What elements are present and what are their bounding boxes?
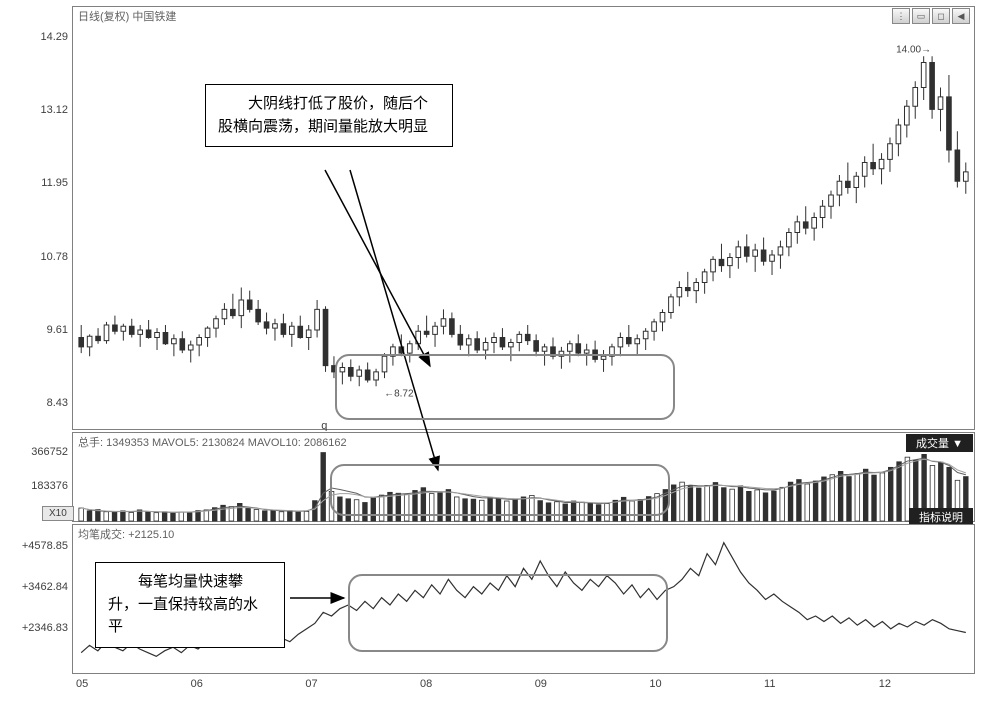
price-y-tick: 13.12	[22, 104, 68, 116]
x-tick: 11	[764, 678, 775, 690]
x-tick: 07	[305, 678, 317, 690]
highlight-volume	[330, 464, 670, 516]
toolbar-btn-2[interactable]: ▭	[912, 8, 930, 24]
x-tick: 08	[420, 678, 432, 690]
price-y-tick: 9.61	[22, 324, 68, 336]
x-tick: 12	[879, 678, 891, 690]
chart-root: ←8.7214.00→q 日线(复权) 中国铁建 ⋮ ▭ ◻ ◀ 总手: 134…	[0, 0, 983, 706]
volume-y-tick: 183376	[20, 480, 68, 492]
x-tick: 10	[649, 678, 661, 690]
svg-text:q: q	[321, 420, 327, 431]
price-y-tick: 10.78	[22, 251, 68, 263]
price-y-tick: 8.43	[22, 397, 68, 409]
price-y-tick: 11.95	[22, 177, 68, 189]
avg-header: 均笔成交: +2125.10	[78, 526, 174, 542]
annotation-2-text: 每笔均量快速攀升，一直保持较高的水平	[108, 573, 258, 635]
volume-header: 总手: 1349353 MAVOL5: 2130824 MAVOL10: 208…	[78, 434, 347, 450]
annotation-1: 大阴线打低了股价，随后个股横向震荡，期间量能放大明显	[205, 84, 453, 147]
toolbar-btn-4[interactable]: ◀	[952, 8, 970, 24]
avg-y-tick: +4578.85	[16, 540, 68, 552]
price-y-tick: 14.29	[22, 31, 68, 43]
svg-text:14.00→: 14.00→	[896, 44, 931, 55]
x-tick: 05	[76, 678, 88, 690]
annotation-2: 每笔均量快速攀升，一直保持较高的水平	[95, 562, 285, 648]
volume-label-badge[interactable]: 成交量 ▼	[906, 434, 973, 452]
toolbar: ⋮ ▭ ◻ ◀	[892, 8, 970, 24]
avg-y-tick: +2346.83	[16, 622, 68, 634]
x-tick: 09	[535, 678, 547, 690]
toolbar-btn-1[interactable]: ⋮	[892, 8, 910, 24]
price-title: 日线(复权) 中国铁建	[78, 8, 176, 24]
annotation-1-text: 大阴线打低了股价，随后个股横向震荡，期间量能放大明显	[218, 95, 428, 135]
avg-y-tick: +3462.84	[16, 581, 68, 593]
x10-badge: X10	[42, 506, 74, 521]
toolbar-btn-3[interactable]: ◻	[932, 8, 950, 24]
highlight-avg	[348, 574, 668, 652]
x-tick: 06	[191, 678, 203, 690]
highlight-price	[335, 354, 675, 420]
volume-y-tick: 366752	[20, 446, 68, 458]
